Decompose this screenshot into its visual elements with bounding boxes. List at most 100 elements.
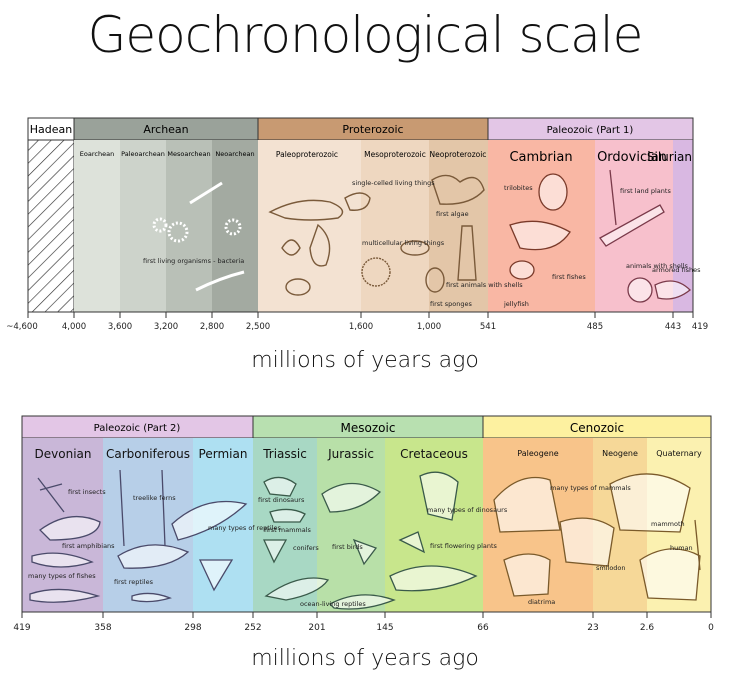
paleozoic2-illustrations bbox=[29, 469, 248, 603]
note-many-fishes: many types of fishes bbox=[28, 572, 96, 580]
note-first-insects: first insects bbox=[68, 488, 106, 496]
era-mesozoic-label: Mesozoic bbox=[341, 421, 396, 435]
tick-419b: 419 bbox=[13, 623, 30, 633]
tick-4000: 4,000 bbox=[62, 322, 86, 332]
period-jurassic: Jurassic bbox=[327, 447, 374, 461]
jurassic-band bbox=[317, 438, 385, 612]
sub-mesoproterozoic: Mesoproterozoic bbox=[364, 150, 426, 159]
period-cambrian: Cambrian bbox=[509, 150, 572, 165]
note-conifers: conifers bbox=[293, 544, 319, 552]
tick-145: 145 bbox=[376, 623, 393, 633]
eon-paleozoic1-label: Paleozoic (Part 1) bbox=[547, 125, 634, 136]
note-mammoth: mammoth bbox=[651, 520, 685, 528]
tick-485: 485 bbox=[587, 322, 603, 332]
period-cretaceous: Cretaceous bbox=[400, 447, 468, 461]
row1-axis-ticks bbox=[27, 312, 694, 318]
paleoarchean-band bbox=[120, 140, 166, 312]
period-triassic: Triassic bbox=[262, 447, 307, 461]
tick-2500: 2,500 bbox=[246, 322, 270, 332]
period-devonian: Devonian bbox=[35, 447, 92, 461]
note-armored-fishes: armored fishes bbox=[652, 266, 701, 274]
note-diatrima: diatrima bbox=[528, 598, 555, 606]
neoarchean-band bbox=[212, 140, 258, 312]
cambrian-illustrations bbox=[509, 173, 571, 280]
note-trilobites: trilobites bbox=[504, 184, 533, 192]
hadean-hatch bbox=[27, 139, 75, 313]
note-many-reptiles: many types of reptiles bbox=[208, 524, 281, 532]
note-smilodon: smilodon bbox=[596, 564, 626, 572]
note-treelike-ferns: treelike ferns bbox=[133, 494, 176, 502]
single-cell-illustrations bbox=[268, 174, 485, 296]
note-single-celled: single-celled living things bbox=[352, 179, 435, 187]
note-first-land-plants: first land plants bbox=[620, 187, 671, 195]
row2-axis-ticks bbox=[21, 612, 712, 618]
tick-541: 541 bbox=[480, 322, 496, 332]
eon-proterozoic-label: Proterozoic bbox=[342, 123, 403, 136]
note-animals-with-shells: animals with shells bbox=[626, 262, 688, 270]
cenozoic-illustrations bbox=[493, 473, 701, 601]
note-first-algae: first algae bbox=[436, 210, 469, 218]
sub-paleoproterozoic: Paleoproterozoic bbox=[276, 150, 338, 159]
note-many-dinosaurs: many types of dinosaurs bbox=[427, 506, 508, 514]
eon-archean-label: Archean bbox=[143, 123, 188, 136]
tick-23: 23 bbox=[587, 623, 598, 633]
period-ordovician: Ordovician bbox=[597, 150, 667, 165]
note-first-fishes: first fishes bbox=[552, 273, 586, 281]
row-1: Hadean Archean Proterozoic Paleozoic (Pa… bbox=[6, 117, 708, 332]
neoproterozoic-band bbox=[429, 140, 488, 312]
tick-443: 443 bbox=[665, 322, 681, 332]
era-cenozoic-label: Cenozoic bbox=[570, 421, 624, 435]
tick-3600: 3,600 bbox=[108, 322, 132, 332]
tick-4600: ~4,600 bbox=[6, 322, 37, 332]
row-2: Paleozoic (Part 2) Mesozoic Cenozoic Dev… bbox=[13, 415, 714, 633]
eon-hadean-label: Hadean bbox=[30, 123, 73, 136]
tick-3200: 3,200 bbox=[154, 322, 178, 332]
note-multicellular: multicellular living things bbox=[362, 239, 445, 247]
note-jellyfish: jellyfish bbox=[503, 300, 529, 308]
row2-unit-label: millions of years ago bbox=[251, 646, 479, 671]
tick-1600: 1,600 bbox=[349, 322, 373, 332]
note-first-sponges: first sponges bbox=[430, 300, 473, 308]
note-human: human bbox=[670, 544, 693, 552]
note-first-dinosaurs: first dinosaurs bbox=[258, 496, 305, 504]
eoarchean-band bbox=[74, 140, 120, 312]
mesoproterozoic-band bbox=[361, 140, 429, 312]
tick-1000: 1,000 bbox=[417, 322, 441, 332]
period-neogene: Neogene bbox=[602, 449, 638, 458]
mesozoic-illustrations bbox=[262, 471, 478, 610]
note-first-bacteria: first living organisms - bacteria bbox=[143, 257, 244, 265]
note-first-birds: first birds bbox=[332, 543, 363, 551]
tick-2800: 2,800 bbox=[200, 322, 224, 332]
sub-neoproterozoic: Neoproterozoic bbox=[430, 150, 487, 159]
note-flowering-plants: first flowering plants bbox=[430, 542, 498, 550]
note-first-shell-animals: first animals with shells bbox=[446, 281, 523, 289]
tick-358: 358 bbox=[94, 623, 111, 633]
page-title: Geochronological scale bbox=[87, 6, 644, 64]
note-first-amphibians: first amphibians bbox=[62, 542, 115, 550]
note-many-mammals: many types of mammals bbox=[550, 484, 631, 492]
period-quaternary: Quaternary bbox=[656, 449, 702, 458]
tick-66: 66 bbox=[477, 623, 489, 633]
note-first-reptiles: first reptiles bbox=[114, 578, 154, 586]
tick-2-6: 2.6 bbox=[640, 623, 655, 633]
sub-eoarchean: Eoarchean bbox=[80, 150, 114, 158]
period-permian: Permian bbox=[199, 447, 248, 461]
period-carboniferous: Carboniferous bbox=[106, 447, 190, 461]
silurian-band bbox=[673, 140, 693, 312]
tick-0: 0 bbox=[708, 623, 714, 633]
period-paleogene: Paleogene bbox=[517, 449, 558, 458]
note-ocean-reptiles: ocean-living reptiles bbox=[300, 600, 366, 608]
tick-252: 252 bbox=[244, 623, 261, 633]
sub-neoarchean: Neoarchean bbox=[215, 150, 254, 158]
note-first-mammals: first mammals bbox=[264, 526, 312, 534]
bacteria-illustration bbox=[152, 181, 245, 292]
sub-paleoarchean: Paleoarchean bbox=[121, 150, 165, 158]
tick-419a: 419 bbox=[692, 322, 708, 332]
sub-mesoarchean: Mesoarchean bbox=[167, 150, 210, 158]
period-silurian: Silurian bbox=[647, 150, 692, 164]
row1-unit-label: millions of years ago bbox=[251, 348, 479, 373]
tick-201: 201 bbox=[308, 623, 325, 633]
mesoarchean-band bbox=[166, 140, 212, 312]
era-paleozoic2-label: Paleozoic (Part 2) bbox=[94, 423, 181, 434]
